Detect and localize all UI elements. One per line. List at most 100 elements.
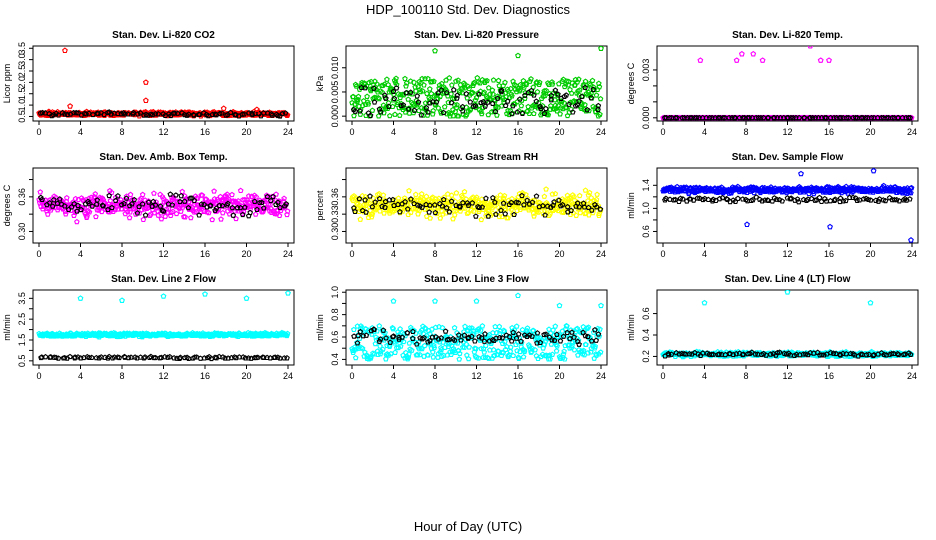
- data-point: [63, 198, 70, 205]
- black-data-point: [89, 203, 96, 209]
- black-data-point: [588, 95, 594, 101]
- data-point: [507, 344, 514, 350]
- black-data-point: [443, 204, 450, 211]
- data-point: [392, 349, 398, 355]
- data-point: [158, 216, 165, 222]
- black-data-point: [134, 210, 141, 216]
- data-point: [376, 323, 383, 329]
- panel-title: Stan. Dev. Amb. Box Temp.: [99, 152, 227, 163]
- black-data-point: [106, 353, 113, 360]
- black-data-point: [425, 339, 431, 345]
- black-data-point: [533, 193, 540, 199]
- data-point: [373, 94, 379, 101]
- data-point: [427, 215, 434, 221]
- data-point: [380, 192, 387, 198]
- data-point: [381, 210, 387, 216]
- data-point: [595, 351, 602, 357]
- black-data-point: [519, 192, 525, 199]
- data-point: [395, 99, 401, 105]
- y-tick-label: 2.5: [17, 65, 27, 78]
- black-data-point: [693, 114, 700, 121]
- y-tick-label: 0.000: [641, 107, 651, 130]
- data-point: [364, 197, 371, 203]
- data-point: [386, 343, 393, 350]
- outlier-point: [798, 170, 804, 177]
- data-point: [417, 351, 423, 358]
- data-point: [448, 91, 454, 97]
- data-point: [440, 211, 446, 217]
- black-data-point: [489, 100, 496, 106]
- black-data-point: [149, 111, 156, 118]
- figure-title: HDP_100110 Std. Dev. Diagnostics: [366, 2, 571, 17]
- black-data-point: [230, 212, 237, 218]
- black-data-point: [77, 355, 84, 361]
- data-point: [562, 198, 569, 204]
- data-point: [542, 338, 549, 344]
- black-data-point: [254, 354, 261, 360]
- outlier-point: [62, 47, 68, 54]
- x-tick-label: 0: [36, 371, 41, 381]
- black-data-point: [409, 335, 416, 341]
- data-point: [497, 192, 504, 198]
- data-point: [473, 94, 480, 101]
- black-data-point: [808, 195, 815, 202]
- data-point: [421, 342, 428, 349]
- black-data-point: [458, 337, 464, 343]
- black-data-point: [393, 85, 400, 91]
- black-data-point: [268, 111, 275, 117]
- black-data-point: [249, 111, 256, 118]
- black-data-point: [435, 336, 442, 342]
- data-point: [424, 90, 430, 96]
- data-point: [406, 351, 412, 357]
- data-point: [491, 203, 497, 209]
- data-point: [383, 103, 390, 110]
- data-point: [108, 189, 115, 196]
- data-point: [547, 356, 553, 362]
- y-tick-label: 2.5: [17, 313, 27, 326]
- outlier-point: [202, 291, 208, 297]
- black-data-point: [75, 202, 81, 209]
- black-data-point: [51, 196, 57, 203]
- data-point: [426, 94, 432, 101]
- black-data-point: [543, 331, 549, 337]
- black-data-point: [196, 212, 202, 218]
- black-data-point: [492, 199, 498, 205]
- data-point: [504, 343, 510, 350]
- x-tick-label: 16: [513, 127, 523, 137]
- x-tick-label: 16: [200, 127, 210, 137]
- data-point: [515, 354, 522, 360]
- outlier-point: [908, 237, 914, 243]
- data-point: [490, 77, 497, 83]
- data-point: [519, 189, 526, 196]
- black-data-point: [503, 332, 510, 338]
- data-point: [381, 109, 387, 116]
- black-data-point: [506, 333, 513, 340]
- black-data-point: [783, 351, 790, 357]
- black-data-point: [419, 336, 426, 342]
- black-data-point: [264, 110, 271, 116]
- black-data-point: [476, 91, 482, 97]
- data-point: [194, 195, 201, 201]
- black-data-point: [593, 337, 600, 343]
- data-point: [404, 355, 411, 362]
- black-data-point: [455, 332, 462, 338]
- black-data-point: [448, 198, 455, 204]
- data-point: [536, 79, 543, 85]
- data-point: [577, 99, 584, 105]
- black-data-point: [541, 110, 548, 117]
- x-tick-label: 8: [432, 371, 437, 381]
- data-point: [239, 210, 246, 217]
- black-data-point: [758, 114, 764, 121]
- x-tick-label: 20: [865, 371, 875, 381]
- outlier-point: [867, 299, 874, 306]
- data-point: [429, 195, 435, 201]
- x-tick-label: 12: [158, 249, 168, 259]
- black-data-point: [472, 338, 478, 344]
- panel-title: Stan. Dev. Li-820 Temp.: [732, 30, 843, 41]
- data-point: [596, 333, 603, 339]
- black-data-point: [537, 103, 543, 110]
- data-point: [593, 352, 600, 358]
- data-point: [273, 191, 279, 197]
- data-point: [126, 214, 133, 221]
- y-tick-label: 0.36: [17, 188, 27, 206]
